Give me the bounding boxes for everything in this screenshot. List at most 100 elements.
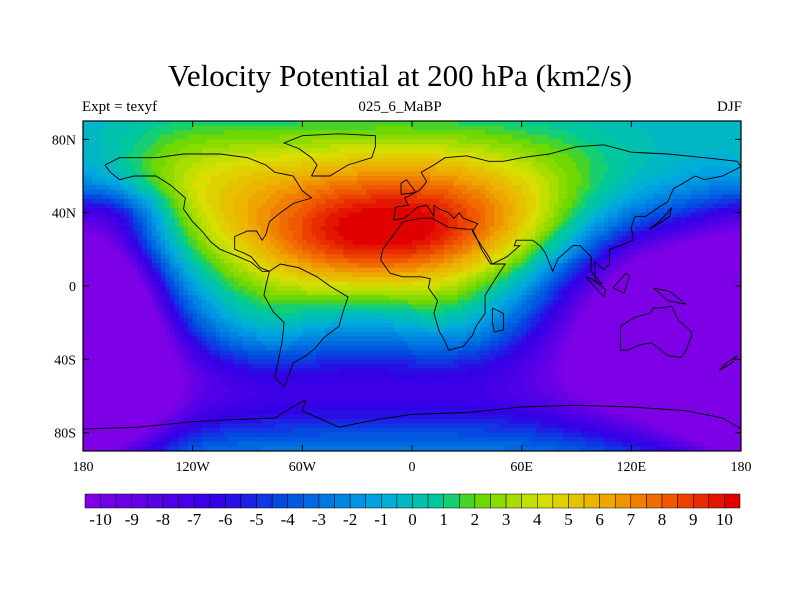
field-cell: [192, 171, 198, 177]
field-cell: [133, 198, 139, 205]
field-cell: [389, 400, 395, 406]
field-cell: [174, 272, 180, 278]
field-cell: [174, 217, 180, 223]
field-cell: [174, 212, 180, 218]
field-cell: [83, 400, 89, 406]
field-cell: [137, 162, 143, 168]
field-cell: [169, 400, 175, 406]
field-cell: [293, 263, 299, 269]
field-cell: [160, 382, 166, 388]
field-cell: [366, 423, 372, 429]
field-cell: [348, 441, 354, 448]
field-cell: [320, 253, 326, 260]
field-cell: [233, 194, 239, 200]
field-cell: [220, 253, 226, 260]
field-cell: [174, 391, 180, 397]
field-cell: [174, 231, 180, 237]
field-cell: [316, 208, 322, 214]
field-cell: [320, 373, 326, 379]
field-cell: [238, 166, 244, 173]
field-cell: [169, 203, 175, 209]
field-cell: [343, 386, 349, 393]
field-cell: [133, 125, 139, 131]
field-cell: [133, 432, 139, 438]
field-cell: [92, 373, 98, 379]
field-cell: [352, 428, 358, 434]
field-cell: [192, 428, 198, 434]
field-cell: [329, 217, 335, 223]
field-cell: [398, 125, 404, 131]
field-cell: [242, 153, 249, 159]
field-cell: [270, 185, 276, 191]
field-cell: [215, 194, 221, 200]
field-cell: [146, 290, 153, 296]
field-cell: [87, 125, 93, 131]
field-cell: [247, 350, 253, 356]
field-cell: [188, 373, 194, 379]
field-cell: [151, 363, 157, 370]
field-cell: [201, 139, 207, 145]
field-cell: [320, 166, 326, 173]
field-cell: [256, 423, 262, 429]
field-cell: [361, 391, 367, 397]
field-cell: [233, 396, 239, 402]
field-cell: [87, 418, 93, 425]
field-cell: [87, 327, 93, 333]
field-cell: [146, 345, 153, 351]
field-cell: [119, 382, 125, 388]
field-cell: [393, 341, 399, 347]
field-cell: [114, 244, 121, 250]
field-cell: [160, 189, 166, 195]
field-cell: [229, 290, 235, 296]
field-cell: [110, 185, 116, 191]
field-cell: [146, 263, 153, 269]
field-cell: [192, 194, 198, 200]
field-cell: [133, 396, 139, 402]
field-cell: [297, 212, 303, 218]
field-cell: [366, 240, 372, 246]
field-cell: [343, 244, 349, 250]
field-cell: [156, 180, 162, 186]
field-cell: [178, 189, 185, 195]
field-cell: [206, 414, 212, 420]
field-cell: [156, 354, 162, 360]
field-cell: [242, 286, 249, 292]
field-cell: [220, 162, 226, 168]
field-cell: [183, 350, 189, 356]
field-cell: [242, 217, 249, 223]
field-cell: [229, 134, 235, 140]
field-cell: [114, 418, 121, 425]
field-cell: [256, 322, 262, 328]
field-cell: [87, 143, 93, 150]
field-cell: [169, 125, 175, 131]
field-cell: [169, 244, 175, 250]
field-cell: [105, 203, 112, 209]
field-cell: [325, 437, 331, 443]
field-cell: [169, 308, 175, 315]
field-cell: [201, 217, 207, 223]
field-cell: [389, 162, 395, 168]
field-cell: [206, 162, 212, 168]
field-cell: [302, 139, 308, 145]
field-cell: [83, 363, 89, 370]
field-cell: [188, 121, 194, 127]
field-cell: [165, 359, 171, 365]
field-cell: [238, 418, 244, 425]
field-cell: [201, 244, 207, 250]
field-cell: [101, 143, 107, 150]
field-cell: [210, 226, 217, 232]
field-cell: [338, 428, 345, 434]
field-cell: [338, 203, 345, 209]
field-cell: [233, 354, 239, 360]
field-cell: [389, 308, 395, 315]
field-cell: [87, 363, 93, 370]
field-cell: [334, 368, 340, 374]
field-cell: [124, 125, 130, 131]
field-cell: [279, 437, 285, 443]
field-cell: [133, 235, 139, 241]
field-cell: [316, 441, 322, 448]
field-cell: [297, 428, 303, 434]
field-cell: [311, 226, 317, 232]
field-cell: [370, 386, 377, 393]
field-cell: [297, 437, 303, 443]
